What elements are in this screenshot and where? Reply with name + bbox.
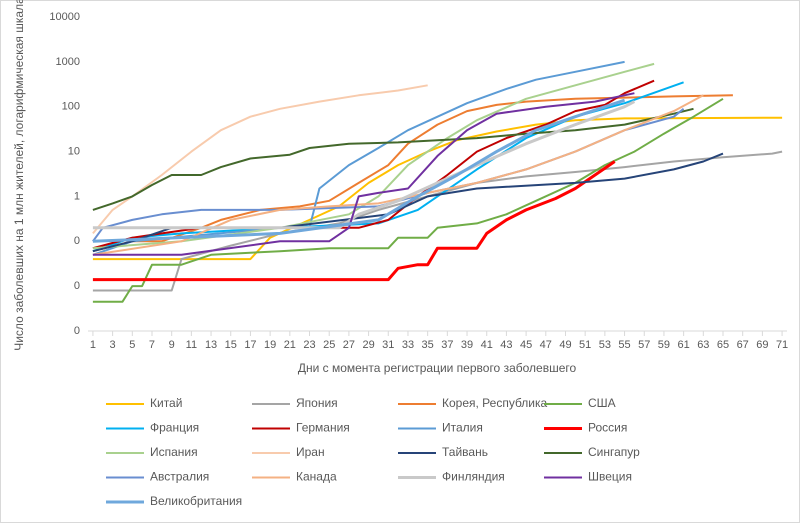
x-tick-label: 57 xyxy=(638,339,650,351)
y-axis-title: Число заболевших на 1 млн жителей, логар… xyxy=(12,0,26,351)
x-tick-label: 47 xyxy=(540,339,552,351)
x-tick-label: 1 xyxy=(90,339,96,351)
x-tick-label: 31 xyxy=(382,339,394,351)
x-tick-label: 29 xyxy=(362,339,374,351)
x-tick-label: 27 xyxy=(343,339,355,351)
legend-label: Япония xyxy=(296,396,338,410)
legend-label: Италия xyxy=(442,421,483,435)
series-line xyxy=(92,62,655,250)
legend-label: Россия xyxy=(588,421,627,435)
x-tick-label: 65 xyxy=(717,339,729,351)
x-tick-label: 21 xyxy=(284,339,296,351)
legend-label: Германия xyxy=(296,421,350,435)
x-tick-label: 25 xyxy=(323,339,335,351)
legend-label: Корея, Республика xyxy=(442,396,548,410)
legend-label: Франция xyxy=(150,421,199,435)
x-tick-label: 67 xyxy=(737,339,749,351)
x-tick-label: 69 xyxy=(756,339,768,351)
x-tick-label: 51 xyxy=(579,339,591,351)
series-line xyxy=(92,94,704,256)
x-axis-title: Дни с момента регистрации первого заболе… xyxy=(298,361,577,375)
x-tick-label: 39 xyxy=(461,339,473,351)
x-tick-label: 13 xyxy=(205,339,217,351)
x-tick-label: 9 xyxy=(169,339,175,351)
x-tick-label: 5 xyxy=(129,339,135,351)
x-tick-label: 37 xyxy=(441,339,453,351)
x-tick-label: 11 xyxy=(186,339,197,351)
series-line xyxy=(92,92,635,256)
y-tick-label: 100 xyxy=(62,101,80,113)
legend-label: Тайвань xyxy=(442,445,488,459)
y-tick-label: 1 xyxy=(74,190,80,202)
series-line xyxy=(92,84,428,235)
x-tick-label: 19 xyxy=(264,339,276,351)
x-tick-label: 15 xyxy=(225,339,237,351)
x-tick-label: 33 xyxy=(402,339,414,351)
y-tick-label: 0 xyxy=(74,325,80,337)
series-line xyxy=(92,97,724,303)
series-line xyxy=(92,160,616,282)
legend-label: Сингапур xyxy=(588,445,640,459)
y-tick-label: 10 xyxy=(68,145,80,157)
x-tick-label: 59 xyxy=(658,339,670,351)
x-tick-label: 35 xyxy=(422,339,434,351)
series-line xyxy=(92,98,626,243)
legend-label: Канада xyxy=(296,470,337,484)
legend-label: Австралия xyxy=(150,470,209,484)
x-tick-label: 61 xyxy=(678,339,690,351)
y-tick-label: 0 xyxy=(74,235,80,247)
series-line xyxy=(92,107,694,211)
x-tick-label: 45 xyxy=(520,339,532,351)
legend-label: США xyxy=(588,396,616,410)
x-tick-label: 3 xyxy=(110,339,116,351)
legend-label: Китай xyxy=(150,396,182,410)
x-tick-label: 43 xyxy=(500,339,512,351)
legend-label: Великобритания xyxy=(150,494,242,508)
series-line xyxy=(92,152,724,253)
series-line xyxy=(92,79,655,250)
x-tick-label: 63 xyxy=(697,339,709,351)
y-tick-label: 0 xyxy=(74,280,80,292)
x-tick-label: 53 xyxy=(599,339,611,351)
x-tick-label: 41 xyxy=(481,339,493,351)
y-tick-label: 10000 xyxy=(49,11,80,23)
legend-label: Иран xyxy=(296,445,325,459)
x-tick-label: 71 xyxy=(776,339,788,351)
x-tick-label: 17 xyxy=(244,339,256,351)
x-tick-label: 49 xyxy=(559,339,571,351)
x-tick-label: 55 xyxy=(618,339,630,351)
y-tick-label: 1000 xyxy=(56,56,80,68)
x-tick-label: 7 xyxy=(149,339,155,351)
legend-label: Швеция xyxy=(588,470,632,484)
x-tick-label: 23 xyxy=(303,339,315,351)
legend-label: Испания xyxy=(150,445,198,459)
legend-label: Финляндия xyxy=(442,470,505,484)
